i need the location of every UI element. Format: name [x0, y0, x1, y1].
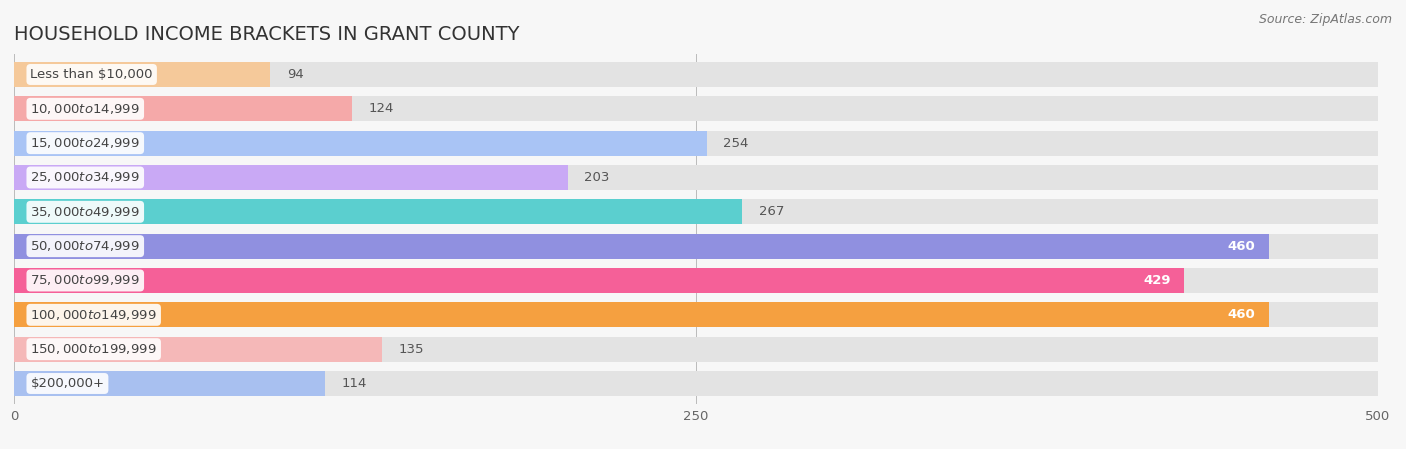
Text: 460: 460 — [1227, 308, 1256, 321]
Text: $75,000 to $99,999: $75,000 to $99,999 — [31, 273, 141, 287]
Bar — [14, 199, 1378, 224]
Bar — [14, 268, 1184, 293]
Text: $10,000 to $14,999: $10,000 to $14,999 — [31, 102, 141, 116]
Text: Source: ZipAtlas.com: Source: ZipAtlas.com — [1258, 13, 1392, 26]
Bar — [14, 371, 325, 396]
Text: 254: 254 — [723, 136, 748, 150]
Bar — [14, 199, 742, 224]
Bar — [14, 97, 353, 121]
Text: 124: 124 — [368, 102, 394, 115]
Bar — [14, 234, 1268, 259]
Bar — [14, 303, 1378, 327]
Text: Less than $10,000: Less than $10,000 — [31, 68, 153, 81]
Text: $150,000 to $199,999: $150,000 to $199,999 — [31, 342, 157, 356]
Bar — [14, 97, 1378, 121]
Text: HOUSEHOLD INCOME BRACKETS IN GRANT COUNTY: HOUSEHOLD INCOME BRACKETS IN GRANT COUNT… — [14, 25, 520, 44]
Bar — [14, 303, 1268, 327]
Bar — [14, 234, 1378, 259]
Text: $50,000 to $74,999: $50,000 to $74,999 — [31, 239, 141, 253]
Bar — [14, 131, 707, 155]
Bar — [14, 165, 1378, 190]
Text: 460: 460 — [1227, 240, 1256, 253]
Text: 114: 114 — [342, 377, 367, 390]
Bar — [14, 62, 270, 87]
Bar — [14, 337, 1378, 361]
Text: $15,000 to $24,999: $15,000 to $24,999 — [31, 136, 141, 150]
Text: $35,000 to $49,999: $35,000 to $49,999 — [31, 205, 141, 219]
Bar — [14, 337, 382, 361]
Text: $100,000 to $149,999: $100,000 to $149,999 — [31, 308, 157, 322]
Bar — [14, 62, 1378, 87]
Text: 267: 267 — [759, 205, 785, 218]
Bar — [14, 371, 1378, 396]
Text: 203: 203 — [583, 171, 610, 184]
Bar — [14, 131, 1378, 155]
Text: 135: 135 — [399, 343, 425, 356]
Text: $200,000+: $200,000+ — [31, 377, 104, 390]
Text: 94: 94 — [287, 68, 304, 81]
Bar — [14, 165, 568, 190]
Text: $25,000 to $34,999: $25,000 to $34,999 — [31, 171, 141, 185]
Text: 429: 429 — [1143, 274, 1171, 287]
Bar — [14, 268, 1378, 293]
